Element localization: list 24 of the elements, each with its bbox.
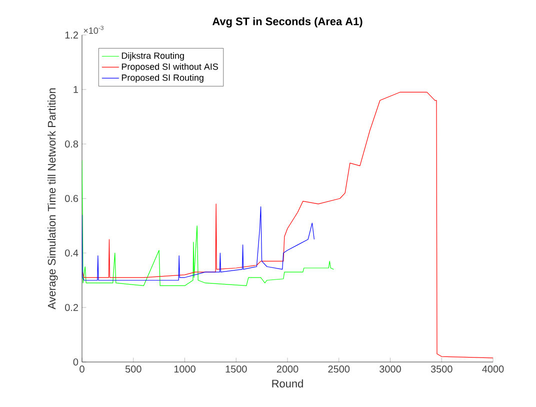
x-axis-title: Round bbox=[272, 379, 303, 388]
x-tick-label: 1000 bbox=[174, 366, 196, 373]
x-tick-label: 0 bbox=[80, 366, 84, 373]
legend-label: Proposed SI Routing bbox=[122, 74, 204, 83]
legend-label: Dijkstra Routing bbox=[122, 52, 184, 61]
x-tick-label: 2500 bbox=[328, 366, 350, 373]
x-tick-label: 1500 bbox=[226, 366, 247, 373]
x-tick-label: 2000 bbox=[276, 366, 298, 373]
line-series bbox=[82, 160, 334, 286]
y-tick-label: 0.2 bbox=[65, 304, 78, 312]
y-tick-label: 0.4 bbox=[65, 249, 78, 257]
x-tick-label: 3500 bbox=[430, 366, 452, 373]
chart-title: Avg ST in Seconds (Area A1) bbox=[212, 17, 362, 28]
x-tick-label: 500 bbox=[125, 366, 142, 373]
y-tick-label: 1 bbox=[74, 86, 78, 93]
y-tick-label: 1.2 bbox=[65, 32, 78, 38]
y-tick-label: 0 bbox=[73, 358, 78, 366]
y-tick-label: 0.6 bbox=[65, 194, 78, 202]
text: ×10$^{-3}$ bbox=[84, 26, 104, 34]
y-tick-label: 0.8 bbox=[65, 140, 78, 148]
x-tick-label: 3000 bbox=[380, 366, 401, 373]
x-tick-label: 4000 bbox=[482, 366, 504, 373]
legend-label: Proposed SI without AIS bbox=[122, 63, 218, 72]
y-axis-title: Average Simulation Time till Network Partition bbox=[48, 88, 58, 310]
